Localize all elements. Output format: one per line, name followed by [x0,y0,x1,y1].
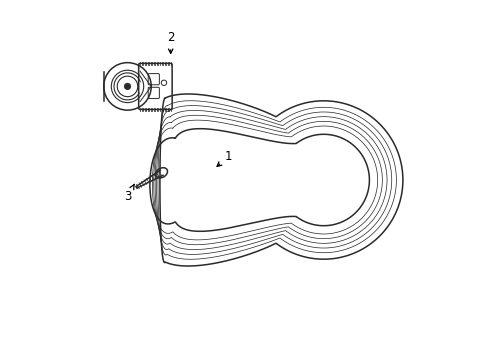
Circle shape [124,83,130,90]
Text: 2: 2 [166,31,174,53]
Text: 1: 1 [217,150,232,166]
Text: 3: 3 [123,184,134,203]
